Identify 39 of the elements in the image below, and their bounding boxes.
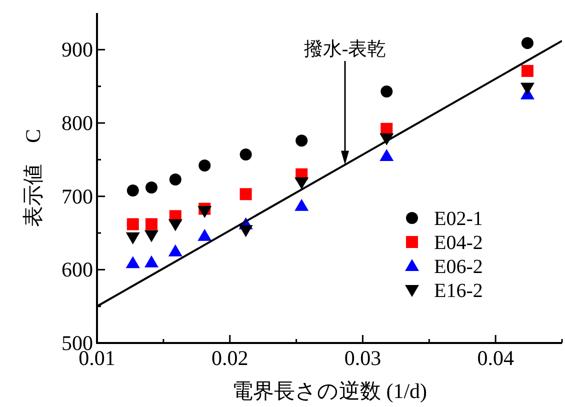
point bbox=[198, 228, 212, 241]
legend-label: E04-2 bbox=[434, 232, 483, 254]
annotation: 撥水-表乾 bbox=[304, 39, 386, 60]
point bbox=[144, 255, 158, 268]
legend-label: E16-2 bbox=[434, 280, 483, 302]
point bbox=[520, 82, 534, 95]
x-tick-label: 0.04 bbox=[477, 346, 514, 370]
point bbox=[294, 198, 309, 211]
x-tick-label: 0.03 bbox=[344, 346, 382, 370]
point bbox=[240, 188, 252, 200]
point bbox=[145, 218, 158, 230]
point bbox=[198, 206, 212, 218]
point bbox=[380, 149, 394, 161]
y-tick-label: 900 bbox=[62, 38, 93, 62]
point bbox=[126, 218, 139, 230]
legend-label: E06-2 bbox=[434, 256, 483, 278]
point bbox=[240, 148, 252, 161]
y-tick-label: 700 bbox=[62, 184, 93, 208]
point bbox=[380, 85, 393, 98]
point bbox=[296, 134, 308, 147]
x-tick-label: 0.02 bbox=[211, 346, 248, 370]
point bbox=[168, 219, 182, 232]
y-axis-title: 表示値 C bbox=[21, 128, 45, 228]
point bbox=[145, 182, 158, 194]
point bbox=[126, 256, 140, 268]
point bbox=[198, 160, 211, 172]
point bbox=[521, 64, 534, 77]
legend-label: E02-1 bbox=[434, 208, 483, 230]
y-tick-label: 800 bbox=[62, 111, 93, 135]
point bbox=[144, 230, 158, 242]
point bbox=[126, 184, 139, 196]
x-axis-title: 電界長さの逆数 (1/d) bbox=[232, 379, 428, 403]
point bbox=[169, 173, 182, 186]
point bbox=[238, 225, 253, 238]
point bbox=[126, 232, 140, 244]
point bbox=[521, 37, 534, 50]
point bbox=[168, 244, 182, 256]
y-tick-label: 600 bbox=[62, 258, 93, 282]
point bbox=[294, 177, 309, 190]
